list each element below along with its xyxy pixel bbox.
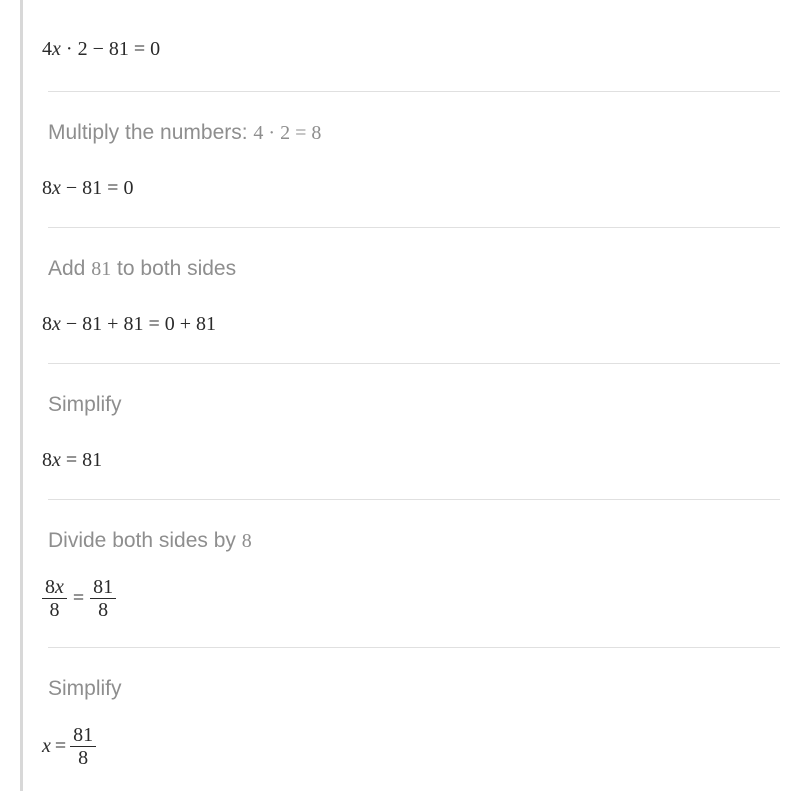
- label-text: Simplify: [48, 393, 122, 416]
- fraction: 8x 8: [42, 577, 67, 620]
- label-text: Add: [48, 257, 91, 280]
- eq-text: 4: [42, 38, 52, 60]
- step-label: Divide both sides by 8: [48, 529, 780, 553]
- divider: [48, 91, 780, 92]
- eq-sign: =: [67, 587, 90, 610]
- eq-text: − 81 = 0: [61, 177, 134, 199]
- fraction: 81 8: [70, 725, 96, 768]
- equation-fraction: 8x 8 = 81 8: [42, 577, 780, 620]
- label-math: 81: [91, 258, 111, 280]
- equation-line: 8x = 81: [42, 449, 780, 472]
- fraction-numerator: 8x: [42, 577, 67, 599]
- label-math: 8: [242, 530, 252, 552]
- eq-var: x: [42, 735, 51, 758]
- label-math: 4 · 2 = 8: [253, 122, 321, 144]
- solution-steps: 4x · 2 − 81 = 0 Multiply the numbers: 4 …: [42, 0, 780, 768]
- fraction-denominator: 8: [42, 599, 67, 620]
- equation-line: 4x · 2 − 81 = 0: [42, 38, 780, 61]
- eq-text: 8: [42, 177, 52, 199]
- label-text: Divide both sides by: [48, 529, 242, 552]
- step-label: Simplify: [48, 393, 780, 417]
- eq-var: x: [52, 38, 61, 60]
- fraction-numerator: 81: [70, 725, 96, 747]
- label-text: Multiply the numbers:: [48, 121, 253, 144]
- label-text: to both sides: [111, 257, 236, 280]
- equation-line: 8x − 81 = 0: [42, 177, 780, 200]
- divider: [48, 499, 780, 500]
- step-label: Add 81 to both sides: [48, 257, 780, 281]
- fraction-denominator: 8: [70, 747, 96, 768]
- divider: [48, 227, 780, 228]
- eq-var: x: [52, 449, 61, 471]
- eq-text: = 81: [61, 449, 102, 471]
- label-text: Simplify: [48, 677, 122, 700]
- sidebar-vertical-rule: [20, 0, 23, 791]
- eq-text: − 81 + 81 = 0 + 81: [61, 313, 216, 335]
- equation-line: 8x − 81 + 81 = 0 + 81: [42, 313, 780, 336]
- eq-text: ·: [61, 38, 78, 60]
- step-label: Simplify: [48, 677, 780, 701]
- divider: [48, 647, 780, 648]
- fraction-numerator: 81: [90, 577, 116, 599]
- step-label: Multiply the numbers: 4 · 2 = 8: [48, 121, 780, 145]
- divider: [48, 363, 780, 364]
- eq-text: 2 − 81 = 0: [78, 38, 161, 60]
- eq-var: x: [52, 177, 61, 199]
- fraction-denominator: 8: [90, 599, 116, 620]
- fraction: 81 8: [90, 577, 116, 620]
- eq-var: x: [52, 313, 61, 335]
- eq-text: 8: [42, 313, 52, 335]
- eq-text: 8: [42, 449, 52, 471]
- eq-sign: =: [51, 735, 70, 758]
- equation-final: x = 81 8: [42, 725, 780, 768]
